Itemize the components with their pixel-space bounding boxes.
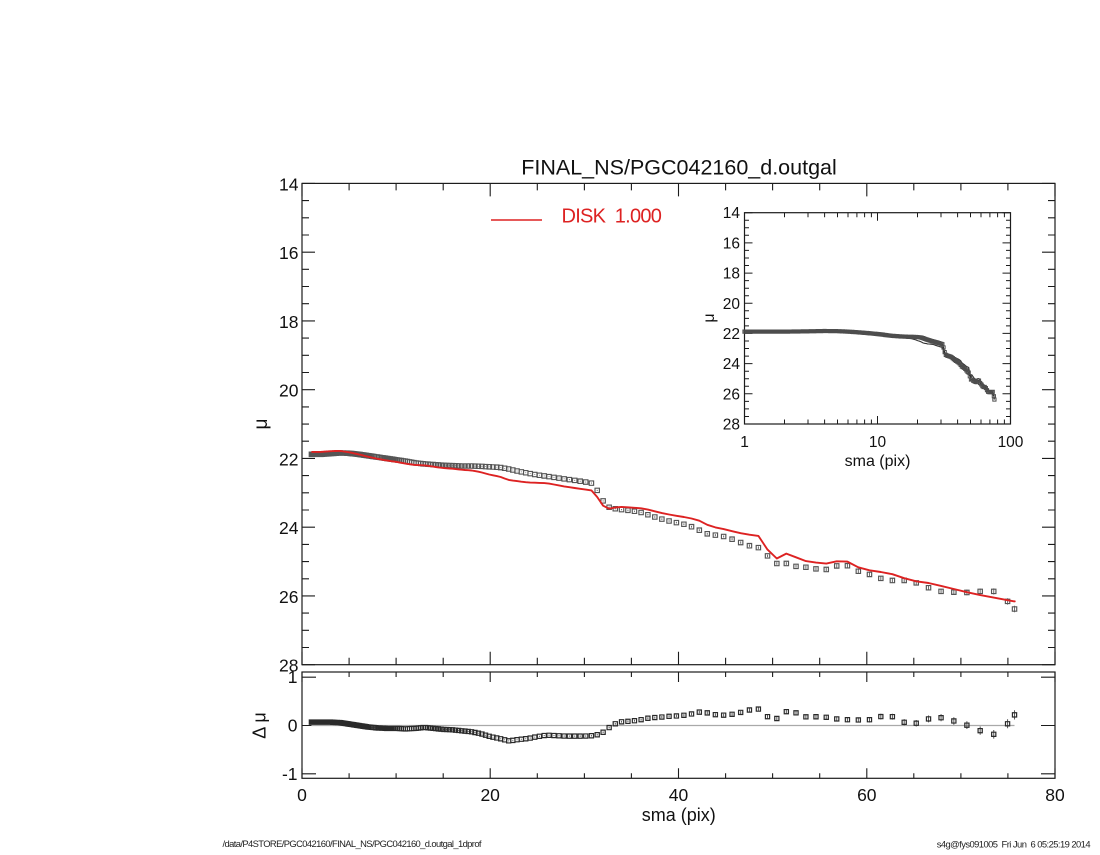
svg-text:20: 20 bbox=[723, 296, 741, 313]
svg-text:60: 60 bbox=[857, 785, 877, 805]
svg-text:1: 1 bbox=[740, 434, 749, 451]
svg-text:100: 100 bbox=[998, 434, 1024, 451]
svg-text:28: 28 bbox=[723, 417, 740, 434]
svg-text:18: 18 bbox=[279, 312, 298, 332]
svg-text:FINAL_NS/PGC042160_d.outgal: FINAL_NS/PGC042160_d.outgal bbox=[521, 156, 837, 180]
svg-text:-1: -1 bbox=[282, 764, 298, 784]
svg-text:20: 20 bbox=[279, 381, 299, 401]
svg-text:20: 20 bbox=[480, 785, 500, 805]
svg-text:28: 28 bbox=[279, 656, 298, 676]
svg-text:DISK 1.000: DISK 1.000 bbox=[562, 206, 662, 228]
svg-text:10: 10 bbox=[869, 434, 887, 451]
svg-text:16: 16 bbox=[279, 243, 298, 263]
svg-text:16: 16 bbox=[723, 235, 740, 252]
svg-text:μ: μ bbox=[701, 313, 718, 322]
svg-text:sma (pix): sma (pix) bbox=[845, 453, 911, 470]
svg-text:/data/P4STORE/PGC042160/FINAL_: /data/P4STORE/PGC042160/FINAL_NS/PGC0421… bbox=[223, 838, 482, 849]
svg-text:22: 22 bbox=[723, 326, 740, 343]
svg-text:14: 14 bbox=[723, 205, 741, 222]
svg-text:80: 80 bbox=[1045, 785, 1065, 805]
svg-text:1: 1 bbox=[288, 667, 298, 687]
svg-text:0: 0 bbox=[297, 785, 307, 805]
svg-text:22: 22 bbox=[279, 449, 298, 469]
svg-text:0: 0 bbox=[288, 716, 298, 736]
svg-text:26: 26 bbox=[723, 386, 740, 403]
svg-text:Δ μ: Δ μ bbox=[250, 712, 270, 738]
svg-text:14: 14 bbox=[279, 174, 299, 194]
svg-text:sma (pix): sma (pix) bbox=[642, 805, 716, 825]
svg-text:μ: μ bbox=[251, 419, 272, 430]
svg-text:24: 24 bbox=[723, 356, 741, 373]
svg-text:s4g@fys091005 Fri Jun 6 05:2: s4g@fys091005 Fri Jun 6 05:25:19 2014 bbox=[937, 839, 1091, 850]
svg-text:24: 24 bbox=[279, 518, 299, 538]
svg-text:40: 40 bbox=[669, 785, 689, 805]
svg-text:18: 18 bbox=[723, 266, 740, 283]
svg-text:26: 26 bbox=[279, 587, 298, 607]
